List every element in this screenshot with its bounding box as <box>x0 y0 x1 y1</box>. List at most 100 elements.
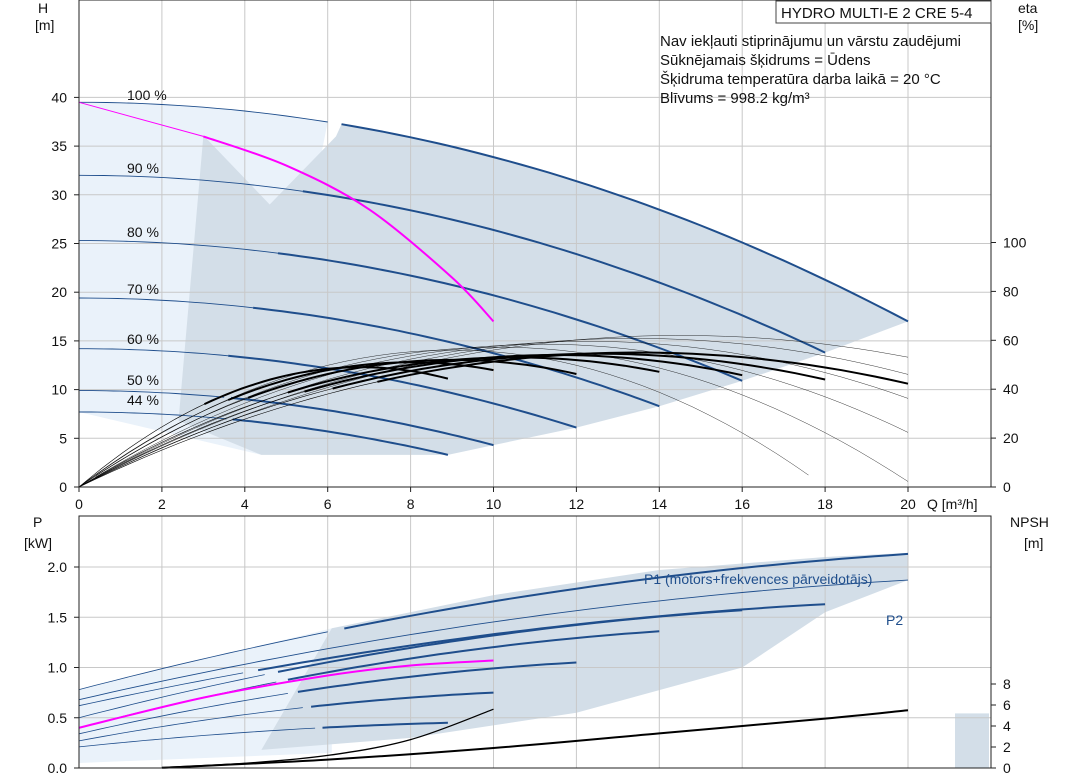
power-operating-area <box>79 552 989 768</box>
speed-label: 80 % <box>127 224 159 240</box>
product-title-box <box>775 0 992 24</box>
efficiency-curve <box>332 352 826 390</box>
y-tick-label-npsh: 2 <box>1003 739 1011 755</box>
head-curve-thin <box>79 240 279 254</box>
p1-curve <box>287 630 660 681</box>
y-axis-unit-eta: [%] <box>1018 17 1038 33</box>
efficiency-curve-aux <box>95 341 909 478</box>
series-label-p1: P1 (motors+frekvences pārveidotājs) <box>644 571 872 587</box>
speed-label: 70 % <box>127 281 159 297</box>
head-curve-thin <box>78 297 254 309</box>
highlight-head-curve <box>203 135 495 323</box>
y-tick-label-head: 35 <box>51 138 67 154</box>
x-tick-label: 18 <box>817 496 833 512</box>
x-tick-label: 10 <box>486 496 502 512</box>
speed-label: 60 % <box>127 331 159 347</box>
y-tick-label-eta: 100 <box>1003 235 1027 251</box>
speed-label: 44 % <box>127 392 159 408</box>
power-plot-frame <box>78 515 992 769</box>
power-operating-band <box>261 552 908 750</box>
y-tick-label-head: 25 <box>51 236 67 252</box>
p1-curve-thin <box>78 727 316 748</box>
y-axis-title-head: H <box>38 0 48 16</box>
head-curve <box>341 123 909 323</box>
efficiency-curve <box>304 353 743 393</box>
highlight-head-thin <box>78 101 204 137</box>
x-axis-title: Q [m³/h] <box>927 496 978 512</box>
head-ticks: 0 2 4 6 8 10 12 14 16 18 20 0 5 10 15 20 25 30 35 40 0 20 40 60… <box>51 89 1026 512</box>
product-title: HYDRO MULTI-E 2 CRE 5-4 <box>781 5 972 22</box>
y-axis-title-npsh: NPSH <box>1010 514 1049 530</box>
x-tick-label: 12 <box>569 496 585 512</box>
y-tick-label-power: 1.0 <box>48 660 68 676</box>
note-losses: Nav iekļauti stiprinājumu un vārstu zaud… <box>660 33 961 50</box>
head-curve <box>228 354 577 429</box>
y-tick-label-power: 2.0 <box>48 559 68 575</box>
y-tick-label-eta: 0 <box>1003 479 1011 495</box>
efficiency-curve-aux <box>95 346 909 482</box>
efficiency-curve <box>227 361 494 401</box>
efficiency-curve <box>203 366 449 406</box>
y-tick-label-head: 40 <box>51 89 67 105</box>
efficiency-curve-aux <box>95 349 809 476</box>
y-tick-label-power: 0.5 <box>48 710 68 726</box>
p1-curve-thin <box>78 631 328 690</box>
power-curves <box>78 552 909 769</box>
p1-curve <box>344 552 909 630</box>
p2-curve <box>78 579 909 701</box>
head-panel: 0 2 4 6 8 10 12 14 16 18 20 0 5 10 15 20 25 30 35 40 0 20 40 60… <box>35 0 1038 512</box>
head-curve <box>232 418 449 456</box>
y-tick-label-head: 5 <box>59 430 67 446</box>
x-tick-label: 8 <box>407 496 415 512</box>
efficiency-curve-aux <box>95 338 909 479</box>
x-tick-label: 14 <box>652 496 668 512</box>
y-tick-label-head: 10 <box>51 382 67 398</box>
head-curve-thin <box>79 348 229 357</box>
y-tick-label-eta: 40 <box>1003 381 1019 397</box>
y-tick-label-head: 15 <box>51 333 67 349</box>
speed-labels: 100 % 90 % 80 % 70 % 60 % 50 % 44 % <box>127 87 167 408</box>
y-tick-label-npsh: 8 <box>1003 676 1011 692</box>
y-tick-label-eta: 60 <box>1003 332 1019 348</box>
x-tick-label: 4 <box>241 496 249 512</box>
note-liquid: Sūknējamais šķidrums = Ūdens <box>660 52 871 69</box>
y-axis-title-eta: eta <box>1018 0 1038 16</box>
p1-curve <box>322 721 448 729</box>
p1-curve-thin <box>78 674 265 719</box>
x-tick-label: 2 <box>158 496 166 512</box>
p1-curve-thin <box>78 707 303 742</box>
efficiency-curve <box>287 356 660 394</box>
npsh-curve <box>161 709 909 769</box>
efficiency-curves <box>78 335 909 488</box>
y-tick-label-eta: 80 <box>1003 283 1019 299</box>
p1-curve-thin <box>78 672 244 707</box>
head-curve <box>302 190 826 354</box>
head-curve-thin <box>78 174 303 192</box>
head-curve <box>230 396 494 447</box>
p1-curve <box>297 661 577 693</box>
y-axis-unit-power: [kW] <box>24 535 52 551</box>
efficiency-curve-aux <box>95 335 909 479</box>
series-label-p2: P2 <box>886 612 903 628</box>
y-tick-label-head: 20 <box>51 284 67 300</box>
x-tick-label: 6 <box>324 496 332 512</box>
note-density: Blīvums = 998.2 kg/m³ <box>660 90 810 107</box>
power-ticks: 0.0 0.5 1.0 1.5 2.0 0 2 4 6 8 <box>48 559 1011 776</box>
x-tick-label: 0 <box>75 496 83 512</box>
y-axis-title-power: P <box>33 514 42 530</box>
npsh-highlight-curve <box>161 708 494 769</box>
npsh-band <box>955 713 989 768</box>
y-tick-label-eta: 20 <box>1003 430 1019 446</box>
y-tick-label-head: 30 <box>51 187 67 203</box>
note-temperature: Šķidruma temperatūra darba laikā = 20 °C <box>660 71 941 88</box>
x-tick-label: 16 <box>734 496 750 512</box>
highlight-power-curve <box>78 659 494 729</box>
speed-label: 90 % <box>127 160 159 176</box>
power-low-flow-region <box>79 628 332 763</box>
x-tick-label: 20 <box>900 496 916 512</box>
y-tick-label-npsh: 0 <box>1003 760 1011 776</box>
y-tick-label-npsh: 4 <box>1003 718 1011 734</box>
speed-label: 100 % <box>127 87 167 103</box>
head-curve <box>277 252 743 382</box>
